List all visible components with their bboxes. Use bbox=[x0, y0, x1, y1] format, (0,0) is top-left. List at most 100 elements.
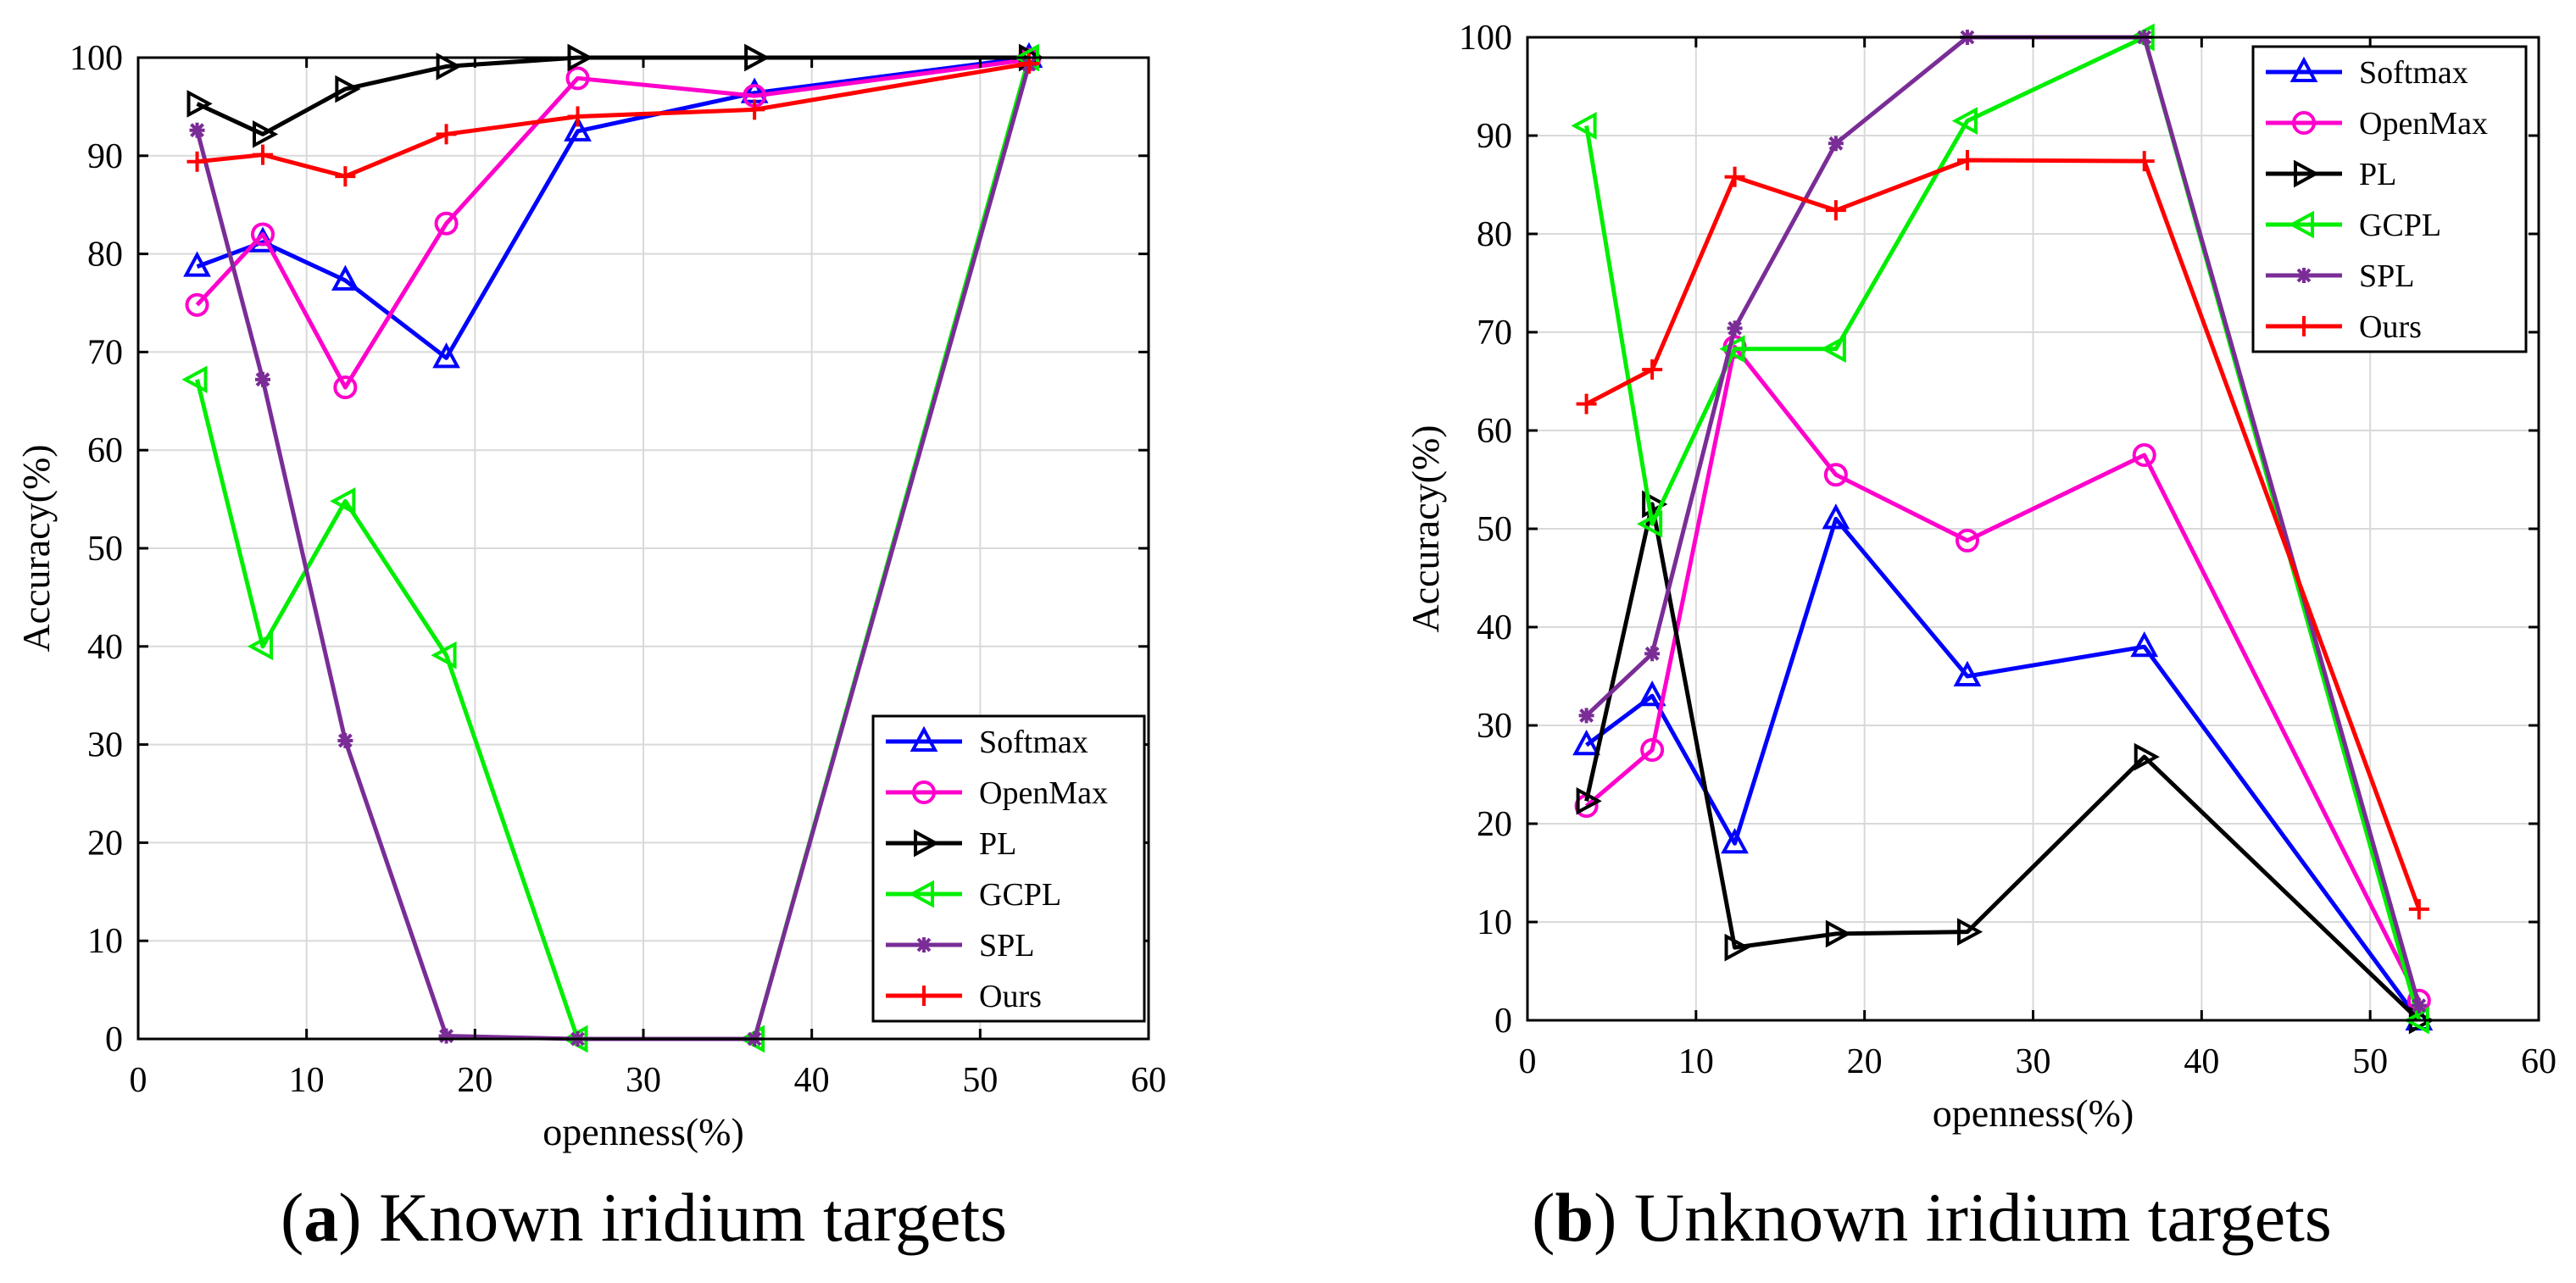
ticks: 0 10 20 30 40 50 60 0 10 20 30 40 50 60 70 80 90 100 bbox=[70, 39, 1166, 1100]
chart-known: 0 10 20 30 40 50 60 0 10 20 30 40 50 60 70 80 90 100 openn… bbox=[14, 39, 1166, 1153]
data-point bbox=[2132, 443, 2156, 467]
data-point bbox=[1956, 918, 1983, 946]
data-point bbox=[185, 292, 209, 317]
data-point bbox=[436, 124, 457, 145]
x-tick-label: 0 bbox=[130, 1061, 147, 1100]
legend-item-openmax: OpenMax bbox=[886, 775, 1108, 811]
legend-item-ours: Ours bbox=[2266, 309, 2422, 345]
legend-label: SPL bbox=[979, 928, 1034, 964]
legend-item-spl: SPL bbox=[2266, 258, 2414, 294]
data-point bbox=[183, 251, 211, 277]
y-tick-label: 10 bbox=[87, 922, 123, 961]
data-point bbox=[186, 151, 208, 172]
y-tick-label: 100 bbox=[1459, 19, 1512, 58]
data-point bbox=[1644, 646, 1661, 662]
y-tick-label: 30 bbox=[87, 726, 123, 765]
data-point bbox=[337, 732, 353, 748]
legend-marker bbox=[2289, 56, 2318, 82]
legend-item-softmax: Softmax bbox=[2266, 55, 2468, 91]
data-point bbox=[253, 144, 274, 165]
x-tick-label: 10 bbox=[289, 1061, 325, 1100]
legend-item-gcpl: GCPL bbox=[886, 877, 1061, 913]
y-tick-label: 0 bbox=[1494, 1002, 1512, 1041]
data-point bbox=[1953, 660, 1982, 686]
series-ours bbox=[186, 53, 1039, 187]
data-point bbox=[253, 119, 279, 148]
x-axis-label: openness(%) bbox=[1933, 1091, 2134, 1135]
data-point bbox=[1642, 490, 1668, 519]
legend-label: Softmax bbox=[2359, 55, 2468, 91]
data-point bbox=[1822, 503, 1850, 530]
x-tick-label: 10 bbox=[1678, 1042, 1714, 1081]
legend-item-ours: Ours bbox=[886, 979, 1042, 1014]
legend-marker bbox=[2288, 210, 2314, 239]
data-point bbox=[335, 166, 356, 187]
data-point bbox=[1727, 320, 1743, 336]
data-point bbox=[1642, 359, 1663, 380]
legend: Softmax OpenMax PL GCPL SPL Ours bbox=[871, 714, 1146, 1023]
legend-marker bbox=[2296, 268, 2312, 283]
data-point bbox=[251, 222, 275, 247]
data-point bbox=[186, 90, 213, 118]
legend-label: OpenMax bbox=[979, 775, 1108, 811]
legend-marker bbox=[2294, 316, 2314, 336]
x-tick-label: 0 bbox=[1519, 1042, 1537, 1081]
data-point bbox=[432, 342, 460, 369]
data-point bbox=[189, 122, 205, 138]
legend-label: PL bbox=[979, 826, 1016, 862]
series-ours bbox=[1576, 150, 2429, 919]
data-point bbox=[2408, 898, 2429, 919]
data-point bbox=[1825, 919, 1852, 948]
y-tick-label: 70 bbox=[1477, 314, 1512, 353]
y-tick-label: 70 bbox=[87, 333, 123, 372]
x-tick-label: 60 bbox=[1131, 1061, 1166, 1100]
data-point bbox=[181, 365, 208, 394]
legend-label: Softmax bbox=[979, 725, 1088, 760]
y-tick-label: 40 bbox=[87, 628, 123, 667]
data-point bbox=[1638, 680, 1666, 707]
caption-b-text: Unknown iridium targets bbox=[1633, 1179, 2332, 1256]
legend-item-openmax: OpenMax bbox=[2266, 106, 2488, 142]
legend-marker bbox=[2294, 159, 2320, 188]
y-tick-label: 50 bbox=[1477, 510, 1512, 549]
data-point bbox=[438, 1028, 454, 1044]
x-tick-label: 40 bbox=[2184, 1042, 2219, 1081]
x-tick-label: 20 bbox=[457, 1061, 492, 1100]
data-point bbox=[1571, 112, 1597, 140]
data-point bbox=[1951, 107, 1978, 135]
y-tick-label: 10 bbox=[1477, 903, 1512, 942]
grid bbox=[138, 58, 1149, 1039]
x-tick-label: 30 bbox=[2016, 1042, 2051, 1081]
data-point bbox=[2134, 742, 2160, 771]
legend-marker bbox=[914, 986, 934, 1006]
data-point bbox=[2130, 631, 2159, 658]
data-point bbox=[255, 371, 271, 387]
series-line bbox=[195, 57, 1030, 390]
legend-item-gcpl: GCPL bbox=[2266, 208, 2441, 243]
data-point bbox=[1828, 136, 1844, 152]
caption-b: (b) Unknown iridium targets bbox=[1532, 1179, 2332, 1256]
data-point bbox=[1576, 786, 1602, 815]
legend-item-pl: PL bbox=[886, 826, 1016, 862]
data-point bbox=[744, 99, 765, 120]
legend-label: Ours bbox=[2359, 309, 2422, 345]
y-tick-label: 20 bbox=[1477, 805, 1512, 844]
data-point bbox=[331, 264, 359, 291]
caption-a-letter: a bbox=[303, 1179, 339, 1256]
caption-a: (a) Known iridium targets bbox=[280, 1179, 1008, 1256]
legend: Softmax OpenMax PL GCPL SPL Ours bbox=[2251, 45, 2528, 353]
series-line bbox=[1584, 344, 2422, 1002]
data-point bbox=[1724, 166, 1745, 187]
series-openmax bbox=[185, 47, 1041, 400]
data-point bbox=[1955, 528, 1979, 553]
y-axis-label: Accuracy(%) bbox=[1404, 425, 1447, 632]
data-point bbox=[1721, 828, 1749, 854]
y-tick-label: 50 bbox=[87, 530, 123, 569]
data-point bbox=[564, 115, 592, 142]
x-tick-label: 30 bbox=[626, 1061, 661, 1100]
y-tick-label: 80 bbox=[1477, 215, 1512, 254]
legend-marker bbox=[908, 880, 934, 908]
y-tick-label: 0 bbox=[105, 1020, 123, 1059]
legend-label: OpenMax bbox=[2359, 106, 2488, 142]
legend-label: GCPL bbox=[2359, 208, 2441, 243]
